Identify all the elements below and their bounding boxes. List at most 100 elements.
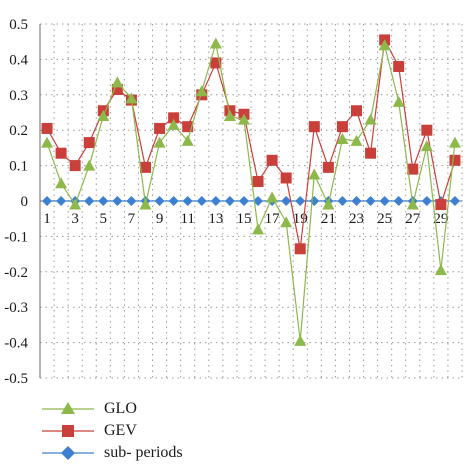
- data-point-sub-periods: [295, 196, 306, 206]
- data-point-gev: [449, 154, 461, 166]
- x-tick-label: 17: [265, 211, 281, 227]
- data-point-gev: [69, 160, 81, 172]
- data-point-sub-periods: [337, 196, 348, 206]
- data-point-glo: [83, 159, 96, 171]
- data-point-glo: [308, 168, 321, 180]
- data-point-glo: [266, 191, 279, 203]
- data-point-sub-periods: [84, 196, 95, 206]
- legend-item-sub-periods: sub- periods: [40, 442, 340, 464]
- data-point-gev: [41, 122, 53, 134]
- data-point-gev: [55, 147, 67, 159]
- y-tick-label: -0.4: [4, 336, 28, 352]
- data-point-glo: [125, 92, 138, 104]
- data-point-glo: [448, 136, 461, 148]
- data-point-gev: [111, 83, 123, 95]
- data-point-glo: [111, 76, 124, 88]
- y-tick-label: 0.3: [9, 88, 28, 104]
- data-point-glo: [322, 198, 335, 210]
- data-point-glo: [237, 113, 250, 125]
- legend-marker-gev: [42, 425, 94, 437]
- legend-label-gev: GEV: [104, 422, 137, 439]
- y-tick-label: 0: [21, 194, 29, 210]
- data-point-glo: [181, 134, 194, 146]
- x-tick-label: 11: [180, 211, 194, 227]
- data-point-sub-periods: [182, 196, 193, 206]
- data-point-gev: [140, 161, 151, 173]
- data-point-gev: [182, 121, 194, 133]
- x-tick-label: 23: [349, 211, 364, 227]
- data-point-gev: [83, 137, 95, 149]
- data-point-glo: [195, 85, 208, 97]
- data-point-sub-periods: [42, 196, 53, 206]
- data-point-glo: [280, 216, 293, 228]
- data-point-gev: [294, 243, 306, 255]
- data-point-glo: [392, 95, 405, 107]
- data-point-gev: [435, 199, 447, 211]
- legend-label-glo: GLO: [104, 400, 137, 417]
- data-point-gev: [322, 161, 334, 173]
- data-point-sub-periods: [449, 196, 460, 206]
- data-point-glo: [69, 198, 82, 210]
- data-point-gev: [210, 57, 222, 69]
- data-point-gev: [407, 163, 419, 175]
- data-point-glo: [406, 198, 419, 210]
- legend: GLO GEV sub- periods: [40, 398, 340, 464]
- data-point-sub-periods: [168, 196, 179, 206]
- series-sub-periods: [42, 196, 460, 206]
- data-point-gev: [266, 154, 278, 166]
- data-point-gev: [154, 122, 166, 134]
- data-point-sub-periods: [126, 196, 137, 206]
- x-tick-label: 25: [377, 211, 392, 227]
- y-tick-label: 0.5: [9, 17, 28, 33]
- data-point-glo: [378, 39, 391, 51]
- data-point-glo: [97, 110, 110, 122]
- data-point-sub-periods: [281, 196, 292, 206]
- data-point-gev: [336, 121, 348, 133]
- x-tick-label: 29: [433, 211, 448, 227]
- data-point-sub-periods: [309, 196, 320, 206]
- x-tick-label: 1: [43, 211, 51, 227]
- x-tick-label: 13: [208, 211, 223, 227]
- data-point-sub-periods: [379, 196, 390, 206]
- data-point-sub-periods: [154, 196, 165, 206]
- data-point-sub-periods: [98, 196, 109, 206]
- x-tick-label: 15: [236, 211, 251, 227]
- data-point-glo: [336, 133, 349, 145]
- y-tick-label: -0.5: [4, 371, 28, 387]
- data-point-glo: [209, 37, 222, 49]
- data-point-glo: [139, 198, 152, 210]
- data-point-gev: [421, 124, 433, 136]
- data-point-sub-periods: [253, 196, 264, 206]
- y-tick-labels: 0.5 0.4 0.3 0.2 0.1 0 -0.1 -0.2 -0.3 -0.4 -0.5: [4, 17, 28, 387]
- data-point-sub-periods: [56, 196, 67, 206]
- series-group: [41, 34, 461, 346]
- y-tick-label: 0.2: [9, 123, 28, 139]
- y-tick-label: -0.1: [4, 229, 28, 245]
- y-tick-label: 0.1: [9, 159, 28, 175]
- data-point-gev: [280, 172, 292, 184]
- data-point-gev: [351, 105, 362, 117]
- data-point-glo: [41, 136, 54, 148]
- data-point-glo: [434, 264, 447, 276]
- data-point-sub-periods: [196, 196, 207, 206]
- data-point-glo: [252, 223, 265, 235]
- data-point-glo: [420, 140, 433, 152]
- data-point-sub-periods: [351, 196, 362, 206]
- x-tick-labels: 1 3 5 7 9 11 13 15 17 19 21 23 25 27 29: [43, 211, 448, 227]
- data-point-glo: [167, 118, 180, 130]
- x-tick-label: 3: [71, 211, 79, 227]
- data-point-sub-periods: [365, 196, 376, 206]
- series-line-glo: [46, 43, 456, 341]
- legend-label-sub-periods: sub- periods: [104, 444, 183, 461]
- data-point-gev: [365, 147, 377, 159]
- data-point-gev: [168, 112, 180, 124]
- y-tick-label: -0.2: [4, 265, 28, 281]
- data-point-sub-periods: [421, 196, 432, 206]
- data-point-glo: [153, 136, 166, 148]
- legend-item-gev: GEV: [40, 420, 340, 442]
- data-point-gev: [252, 176, 264, 188]
- data-point-glo: [364, 113, 377, 125]
- data-point-glo: [294, 334, 307, 346]
- data-point-sub-periods: [393, 196, 404, 206]
